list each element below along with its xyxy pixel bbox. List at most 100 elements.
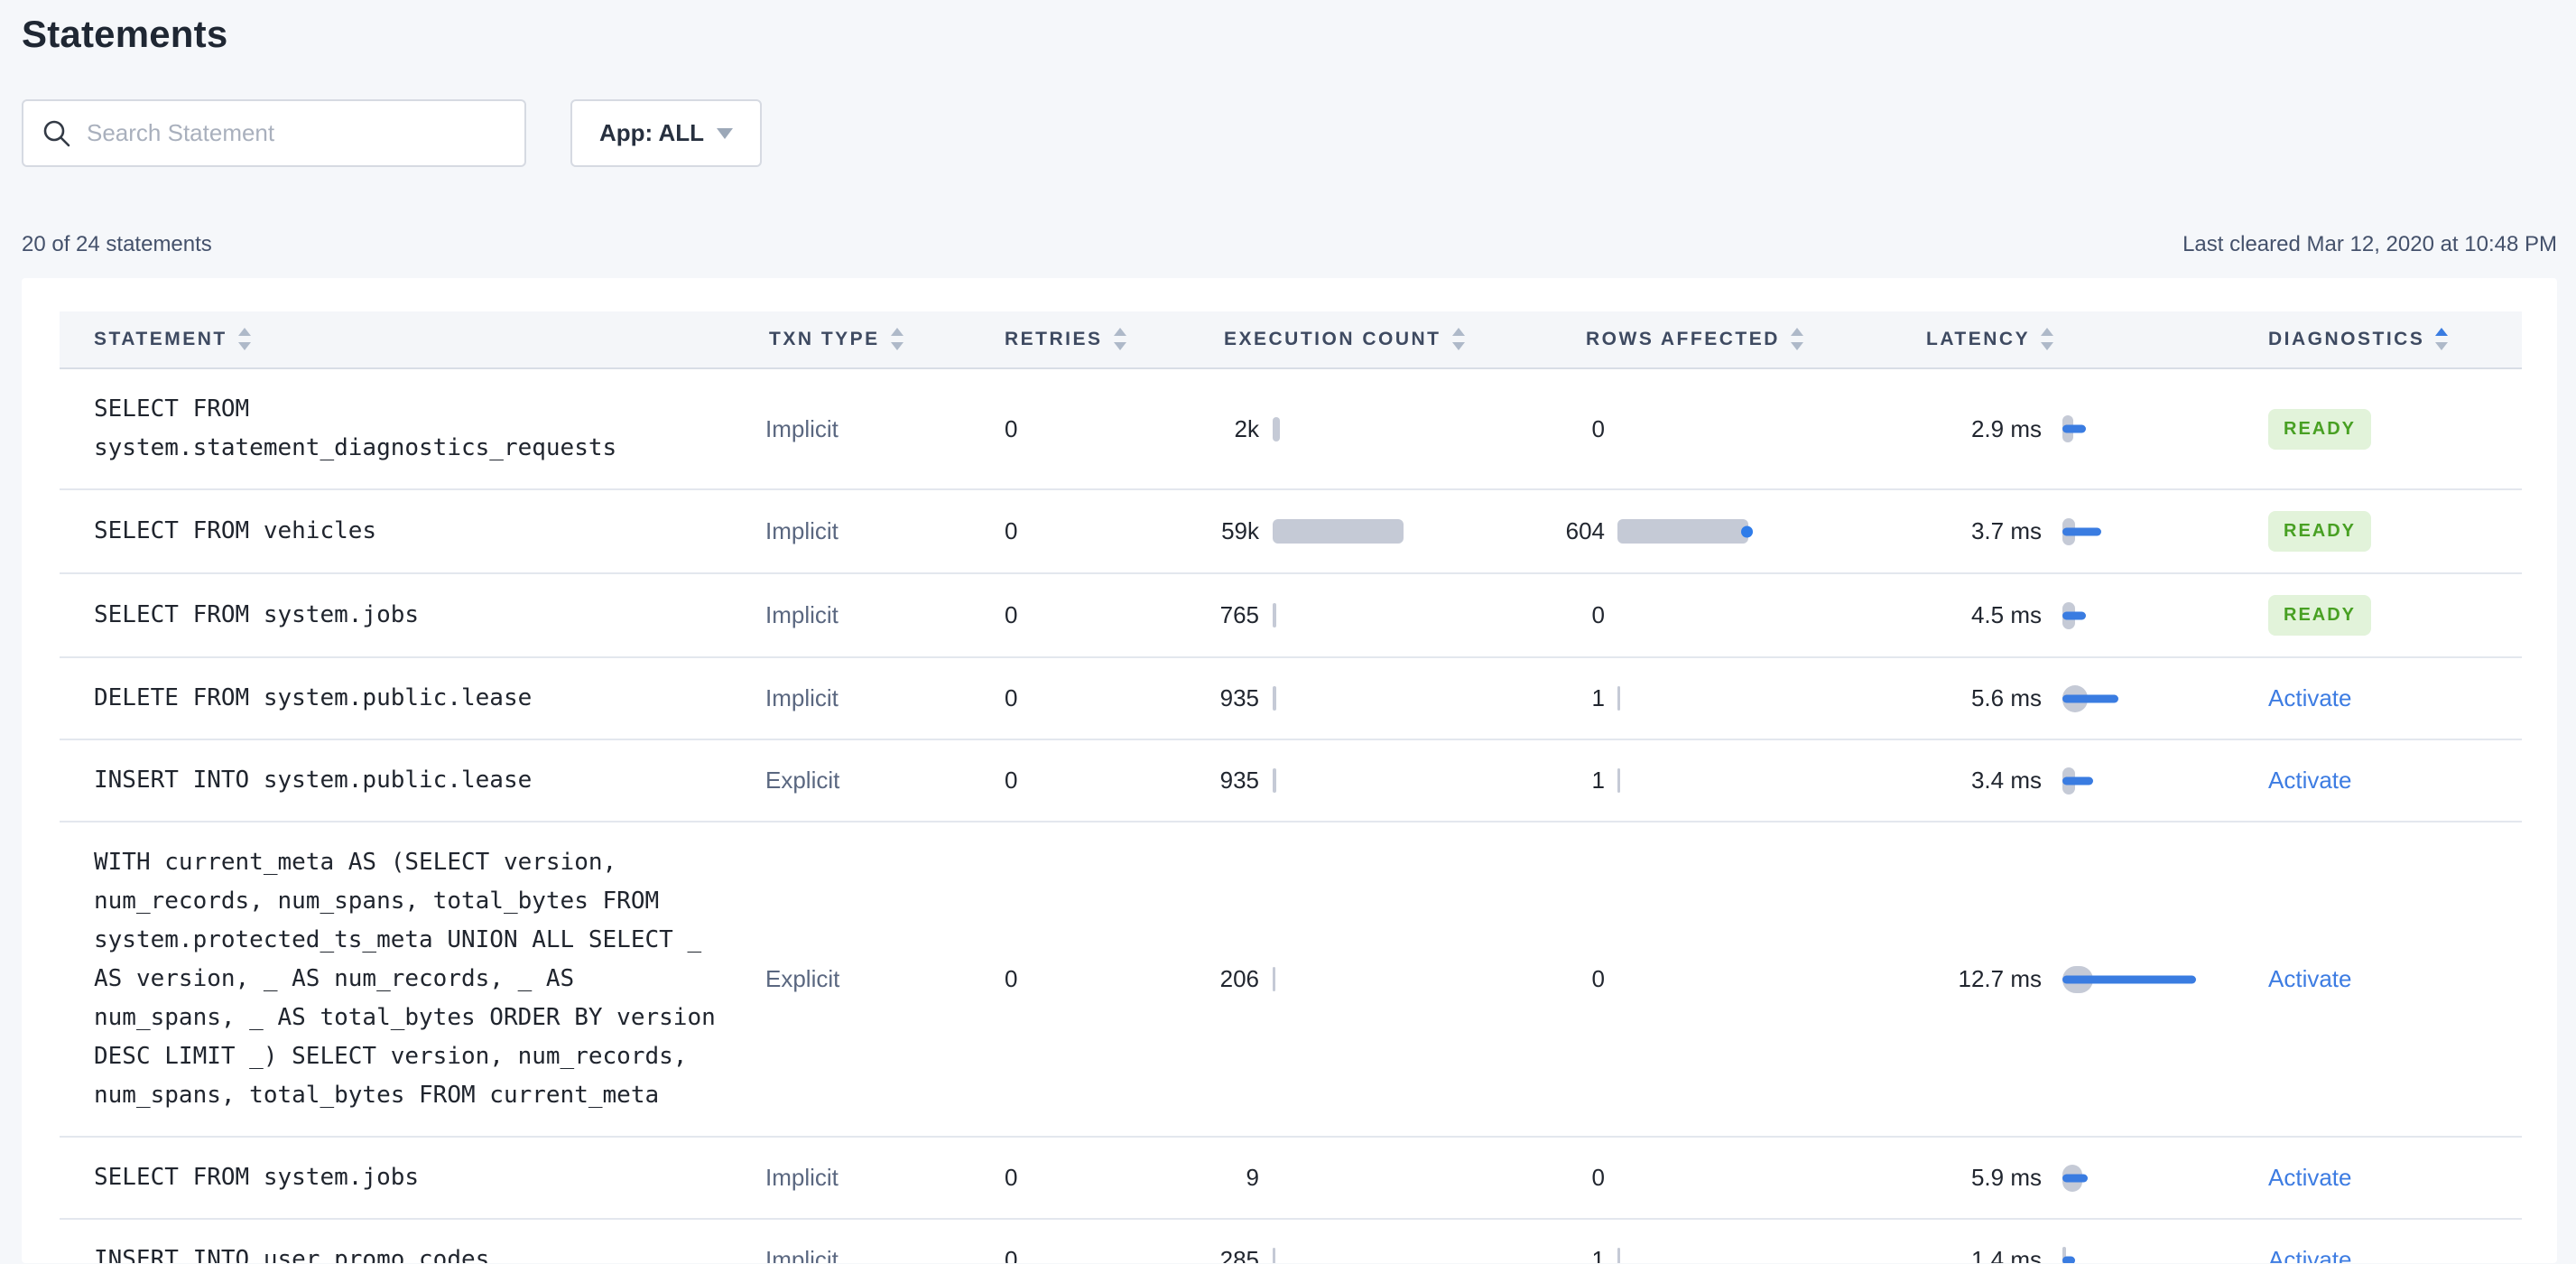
txn-type-value: Implicit [765,684,839,711]
latency-value: 3.4 ms [1970,767,2042,794]
rows-affected-bar [1617,768,1620,793]
page-title: Statements [22,13,228,55]
statement-text[interactable]: WITH current_meta AS (SELECT version, nu… [94,849,716,1109]
sort-asc-icon [2041,327,2054,336]
execution-count-bar [1273,768,1276,793]
latency-bar-chart [2062,1164,2234,1192]
latency-mean-bar [2062,975,2196,983]
execution-count-value: 9 [1246,1164,1259,1191]
latency-mean-bar [2062,1174,2088,1182]
chevron-down-icon [717,127,733,139]
sort-asc-icon [1113,327,1126,336]
column-header-label: DIAGNOSTICS [2268,329,2425,349]
txn-type-value: Implicit [765,601,839,628]
retries-value: 0 [1005,684,1018,711]
diagnostics-ready-badge: READY [2268,595,2372,636]
table-body: SELECT FROM system.statement_diagnostics… [60,369,2522,1263]
sort-desc-icon [2041,341,2054,350]
txn-type-value: Implicit [765,414,839,442]
execution-count-value: 285 [1219,1246,1259,1263]
retries-value: 0 [1005,601,1018,628]
table-row: SELECT FROM system.jobs Implicit 0 9 0 5… [60,1138,2522,1220]
rows-affected-value: 1 [1591,1246,1605,1263]
rows-affected-value: 0 [1591,965,1605,992]
table-row: WITH current_meta AS (SELECT version, nu… [60,823,2522,1138]
latency-value: 3.7 ms [1970,517,2042,544]
sort-arrows-icon [237,327,251,350]
column-header-retries[interactable]: RETRIES [939,311,1126,367]
sort-asc-icon [2435,327,2449,336]
statement-text[interactable]: SELECT FROM system.jobs [94,1164,420,1191]
rows-affected-dot-icon [1741,525,1753,537]
column-header-txn-type[interactable]: TXN TYPE [762,311,939,367]
app-filter-dropdown[interactable]: App: ALL [570,99,762,167]
search-statement-box[interactable] [22,99,526,167]
app-filter-label: App: ALL [599,119,704,146]
sort-arrows-icon [1113,327,1126,350]
rows-affected-bar [1617,686,1620,711]
diagnostics-activate-link[interactable]: Activate [2268,684,2352,711]
diagnostics-activate-link[interactable]: Activate [2268,1246,2352,1263]
execution-count-bar [1273,519,1404,544]
latency-bar-chart [2062,1246,2234,1263]
diagnostics-activate-link[interactable]: Activate [2268,767,2352,794]
execution-count-bar [1273,603,1276,627]
table-header-row: STATEMENT TXN TYPE RETRIES EXECUTION COU… [60,311,2522,369]
table-row: INSERT INTO system.public.lease Explicit… [60,740,2522,823]
latency-bar-chart [2062,684,2234,712]
column-header-diagnostics[interactable]: DIAGNOSTICS [2238,311,2522,367]
toolbar: App: ALL [22,99,2557,167]
rows-affected-value: 1 [1591,767,1605,794]
execution-count-value: 935 [1219,684,1259,711]
latency-value: 1.4 ms [1970,1246,2042,1263]
execution-count-value: 206 [1219,965,1259,992]
column-header-latency[interactable]: LATENCY [1913,311,2238,367]
statement-text[interactable]: INSERT INTO user_promo_codes [94,1246,490,1263]
execution-count-value: 2k [1234,414,1259,442]
column-header-label: RETRIES [1005,329,1103,349]
diagnostics-ready-badge: READY [2268,511,2372,552]
latency-bar-chart [2062,601,2234,629]
latency-value: 4.5 ms [1970,601,2042,628]
sort-desc-icon [1113,341,1126,350]
statement-text[interactable]: SELECT FROM system.statement_diagnostics… [94,395,617,461]
column-header-label: STATEMENT [94,329,227,349]
latency-mean-bar [2062,776,2093,785]
retries-value: 0 [1005,1164,1018,1191]
column-header-rows-affected[interactable]: ROWS AFFECTED [1534,311,1913,367]
column-header-execution-count[interactable]: EXECUTION COUNT [1119,311,1534,367]
statement-text[interactable]: DELETE FROM system.public.lease [94,684,533,711]
column-header-label: LATENCY [1926,329,2031,349]
retries-value: 0 [1005,1246,1018,1263]
sort-arrows-icon [2041,327,2054,350]
latency-mean-bar [2062,694,2118,702]
column-header-label: ROWS AFFECTED [1586,329,1780,349]
statement-text[interactable]: INSERT INTO system.public.lease [94,767,533,794]
table-meta-row: 20 of 24 statements Last cleared Mar 12,… [22,232,2557,257]
diagnostics-activate-link[interactable]: Activate [2268,1164,2352,1191]
search-input[interactable] [87,119,506,147]
diagnostics-activate-link[interactable]: Activate [2268,965,2352,992]
table-row: DELETE FROM system.public.lease Implicit… [60,658,2522,740]
latency-stddev-marker [2062,1246,2066,1263]
last-cleared-text: Last cleared Mar 12, 2020 at 10:48 PM [2182,232,2557,256]
sort-asc-icon [890,327,903,336]
execution-count-bar [1273,686,1276,711]
rows-affected-value: 0 [1591,1164,1605,1191]
txn-type-value: Explicit [765,965,840,992]
execution-count-value: 765 [1219,601,1259,628]
latency-mean-bar [2062,527,2101,535]
sort-arrows-icon [890,327,903,350]
statement-text[interactable]: SELECT FROM vehicles [94,517,377,544]
retries-value: 0 [1005,517,1018,544]
column-header-statement[interactable]: STATEMENT [60,311,762,367]
table-row: SELECT FROM system.statement_diagnostics… [60,369,2522,490]
retries-value: 0 [1005,965,1018,992]
execution-count-bar [1273,1248,1275,1263]
rows-affected-value: 0 [1591,414,1605,442]
table-row: SELECT FROM system.jobs Implicit 0 765 0… [60,574,2522,658]
statement-text[interactable]: SELECT FROM system.jobs [94,601,420,628]
execution-count-bar [1273,416,1280,441]
column-header-label: EXECUTION COUNT [1224,329,1441,349]
sort-desc-icon [890,341,903,350]
